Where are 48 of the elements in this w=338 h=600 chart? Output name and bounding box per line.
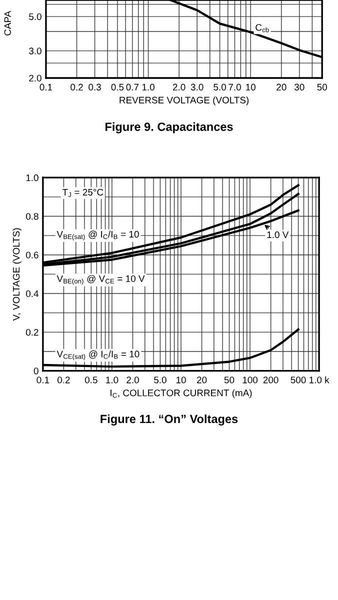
text: Figure 11. “On” Voltages (100, 414, 238, 426)
x-tick-label: 50 (224, 376, 234, 384)
x-tick-label: 200 (263, 376, 278, 384)
y-tick-label: 5.0 (29, 13, 42, 20)
x-tick-label: 0.1 (40, 84, 52, 90)
x-tick-label: 1.0 (142, 84, 154, 90)
x-tick-label: 5.0 (154, 376, 166, 384)
x-tick-label: 30 (294, 84, 304, 90)
x-tick-label: 1.0 (106, 376, 118, 384)
x-tick-label: 7.0 (228, 84, 241, 90)
annotation: T$_{J}$ = 25°C (62, 188, 104, 198)
x-tick-label: 50 (317, 84, 327, 90)
x-tick-label: 20 (197, 376, 207, 384)
annotation: C$_{cb}$ (256, 24, 269, 32)
x-tick-label: 10 (176, 376, 186, 384)
y-tick-label: 2.0 (29, 74, 42, 82)
y-tick-label: 0 (34, 368, 38, 374)
x-tick-label: 0.2 (58, 376, 70, 384)
x-tick-label: 10 (246, 84, 256, 90)
y-axis-title: CAPA (4, 10, 11, 36)
x-tick-label: 0.5 (111, 84, 124, 90)
x-tick-label: 0.3 (88, 84, 101, 90)
y-tick-label: 3.0 (29, 48, 42, 54)
text: Figure 9. Capacitances (105, 122, 233, 134)
x-tick-label: 3.0 (190, 84, 204, 90)
x-axis-title: I$_{C}$, COLLECTOR CURRENT (mA) (110, 389, 252, 398)
y-tick-label: 0.8 (26, 213, 38, 220)
annotation: V$_{BE(on)}$ @ V$_{CE}$ = 10 V (56, 275, 145, 285)
x-tick-label: 0.5 (84, 376, 98, 384)
x-axis-title: REVERSE VOLTAGE (VOLTS) (120, 96, 249, 106)
x-tick-label: 2.0 (126, 376, 139, 384)
y-tick-label: 1.0 (26, 174, 38, 182)
y-tick-label: 0.4 (26, 290, 38, 298)
x-tick-label: 1.0 k (310, 376, 330, 384)
x-tick-label: 2.0 (172, 84, 186, 90)
annotation: V$_{BE(sat)}$ @ I$_{C}$/I$_{B}$ = 10 (56, 230, 139, 240)
x-tick-label: 20 (276, 84, 286, 90)
y-tick-label: 0.2 (26, 328, 38, 336)
annotation: V$_{CE(sat)}$ @ I$_{C}$/I$_{B}$ = 10 (56, 350, 140, 360)
x-tick-label: 0.1 (36, 376, 50, 384)
y-axis-title: V, VOLTAGE (VOLTS) (12, 228, 22, 321)
x-tick-label: 500 (290, 376, 306, 384)
x-tick-label: 100 (242, 376, 258, 384)
x-tick-label: 0.7 (126, 84, 139, 90)
x-tick-label: 0.2 (70, 84, 83, 90)
annotation: 1.0 V (267, 231, 289, 238)
x-tick-label: 5.0 (214, 84, 226, 90)
y-tick-label: 0.6 (26, 252, 38, 258)
